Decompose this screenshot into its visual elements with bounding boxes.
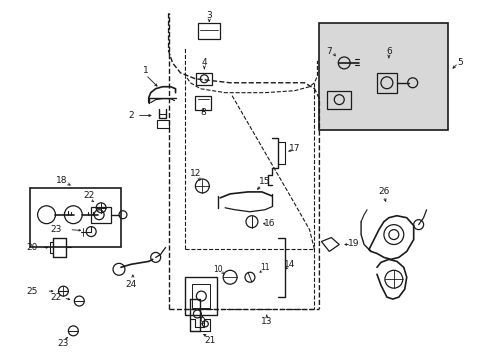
Bar — [326, 91, 350, 109]
Text: 22: 22 — [83, 192, 95, 201]
Bar — [91, 207, 111, 223]
Text: 26: 26 — [377, 188, 389, 197]
Text: 7: 7 — [326, 46, 331, 55]
Text: 24: 24 — [125, 280, 136, 289]
Text: 12: 12 — [189, 168, 201, 177]
Text: 22: 22 — [51, 293, 62, 302]
Bar — [376, 73, 396, 93]
Text: 10: 10 — [213, 265, 223, 274]
Bar — [156, 121, 168, 129]
Text: 21: 21 — [204, 336, 216, 345]
Text: 2: 2 — [128, 111, 133, 120]
Text: 18: 18 — [56, 176, 67, 185]
Text: 4: 4 — [201, 58, 207, 67]
Text: 13: 13 — [261, 318, 272, 327]
Bar — [198, 23, 220, 39]
Text: 6: 6 — [385, 46, 391, 55]
Text: 25: 25 — [26, 287, 37, 296]
Bar — [195, 96, 211, 109]
Text: 20: 20 — [26, 243, 37, 252]
Text: 5: 5 — [456, 58, 462, 67]
Text: 15: 15 — [259, 177, 270, 186]
Text: 3: 3 — [206, 11, 212, 20]
Bar — [196, 73, 212, 85]
Text: 9: 9 — [199, 318, 205, 327]
Text: 16: 16 — [264, 219, 275, 228]
Text: 23: 23 — [58, 339, 69, 348]
Text: 8: 8 — [200, 108, 206, 117]
Bar — [192, 284, 210, 308]
Bar — [185, 277, 217, 315]
Text: 19: 19 — [347, 239, 359, 248]
Bar — [319, 23, 447, 130]
Text: 1: 1 — [142, 66, 148, 75]
Text: 23: 23 — [51, 225, 62, 234]
Text: 11: 11 — [260, 263, 269, 272]
Text: 14: 14 — [284, 260, 295, 269]
Text: 17: 17 — [288, 144, 300, 153]
Bar — [30, 188, 121, 247]
